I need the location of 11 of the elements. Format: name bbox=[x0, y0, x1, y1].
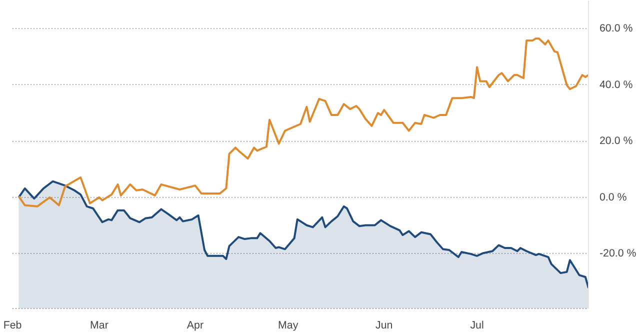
y-tick-label: 40.0 % bbox=[600, 78, 634, 91]
y-tick-label: -20.0 % bbox=[600, 248, 637, 260]
x-tick-label: Jun bbox=[376, 320, 393, 332]
x-tick-label: Apr bbox=[186, 320, 204, 332]
x-tick-label: May bbox=[278, 320, 299, 332]
x-tick-label: Feb bbox=[3, 320, 22, 332]
y-tick-label: 20.0 % bbox=[600, 135, 634, 148]
x-tick-label: Jul bbox=[470, 320, 484, 332]
y-tick-label: 0.0 % bbox=[600, 191, 628, 204]
y-tick-label: 60.0 % bbox=[600, 22, 634, 35]
x-tick-label: Mar bbox=[90, 320, 109, 332]
